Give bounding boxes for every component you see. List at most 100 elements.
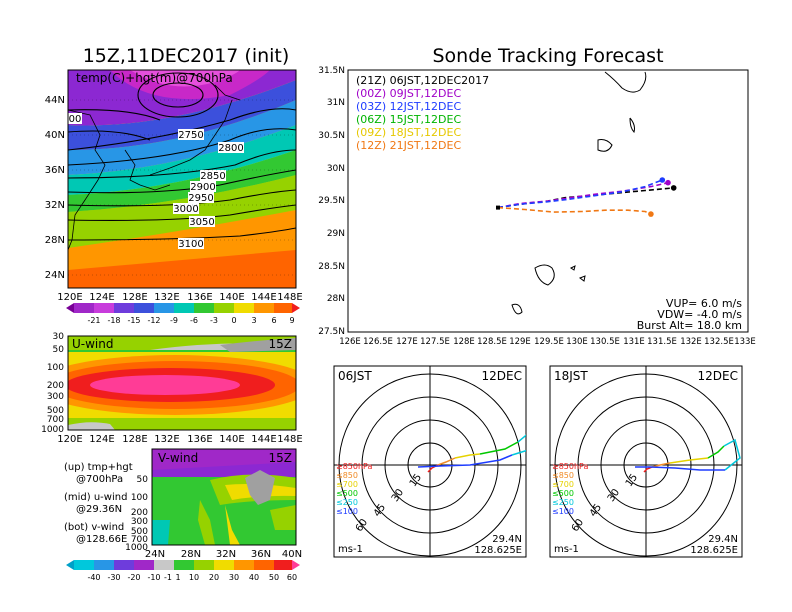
u-lon-tick: 144E: [251, 434, 276, 445]
param-vup: VUP= 6.0 m/s: [666, 297, 742, 310]
u-wind-title: U-wind: [72, 337, 113, 351]
colorbar-tick: 3: [251, 316, 256, 325]
colorbar-tick: 0: [231, 316, 236, 325]
u-level-labels: 30 50 100 200 300 500 700 1000: [41, 332, 64, 435]
hodo-unit: ms-1: [338, 544, 363, 555]
hodo-time: 06JST: [338, 369, 372, 383]
map-lon-tick: 128E: [122, 292, 147, 303]
launch-point: [496, 205, 500, 210]
map-lon-tick: 140E: [219, 292, 244, 303]
v-lat-tick: 28N: [181, 549, 201, 560]
hodo-lat: 29.4N: [492, 534, 522, 545]
hodo-level: ≤100: [552, 507, 574, 516]
colorbar-tick: -6: [190, 316, 198, 325]
map-lat-tick: 44N: [45, 95, 65, 106]
wind-colorbar-tick: 10: [189, 573, 199, 582]
legend-item: (12Z) 21JST,12DEC: [356, 139, 461, 152]
track-lon-tick: 129.5E: [534, 337, 564, 347]
hodo-level: ≤500: [336, 489, 358, 498]
hodo-level: ≤500: [552, 489, 574, 498]
map-lat-tick: 24N: [45, 270, 65, 281]
hodo-date: 12DEC: [698, 369, 738, 383]
wind-colorbar-tick: -10: [147, 573, 160, 582]
legend-item: (00Z) 09JST,12DEC: [356, 87, 461, 100]
track-end-point: [670, 185, 677, 191]
track-lat-tick: 29.5N: [318, 196, 345, 206]
map-lon-tick: 136E: [187, 292, 212, 303]
note-mid: (mid) u-wind: [64, 492, 127, 503]
v-level-tick: 300: [131, 517, 148, 527]
legend-item: (06Z) 15JST,12DEC: [356, 113, 461, 126]
u-lon-labels: 120E 124E 128E 132E 136E 140E 144E 148E: [57, 434, 302, 445]
map-lon-tick: 148E: [277, 292, 302, 303]
hodo-unit: ms-1: [554, 544, 579, 555]
wind-colorbar-tick: -20: [127, 573, 140, 582]
hodo-lon: 128.625E: [690, 545, 738, 556]
wind-colorbar-tick: -40: [87, 573, 100, 582]
v-level-tick: 500: [131, 527, 148, 537]
colorbar-tick: 6: [271, 316, 276, 325]
note-bot-lon: @128.66E: [76, 534, 127, 545]
u-level-tick: 100: [47, 363, 64, 373]
colorbar-tick: -15: [127, 316, 140, 325]
u-lon-tick: 128E: [122, 434, 147, 445]
hodograph-18jst: 18JST 12DEC 15 30 45 60 ms-1 29.4N 128.6…: [549, 365, 743, 558]
map-lon-labels: 120E 124E 128E 132E 136E 140E 144E 148E: [57, 292, 302, 303]
track-lon-tick: 127E: [396, 337, 418, 347]
wind-colorbar: -40 -30 -20 -10 -1 1 10 20 30 40 50 60: [66, 560, 300, 582]
v-lat-tick: 24N: [145, 549, 165, 560]
map-lon-tick: 144E: [251, 292, 276, 303]
hodo-lat: 29.4N: [708, 534, 738, 545]
map-lat-labels: 44N 40N 36N 32N 28N 24N: [45, 95, 65, 281]
track-line: [497, 179, 663, 209]
v-lat-tick: 32N: [216, 549, 236, 560]
legend-item: (21Z) 06JST,12DEC2017: [356, 74, 489, 87]
track-lon-tick: 126.5E: [363, 337, 393, 347]
track-coastlines: [511, 71, 647, 315]
track-lon-labels: 126E 126.5E 127E 127.5E 128E 128.5E 129E…: [339, 337, 756, 347]
hodo-level: ≤700: [552, 480, 574, 489]
track-lat-labels: 31.5N 31N 30.5N 30N 29.5N 29N 28.5N 28N …: [318, 66, 345, 337]
hodo-date: 12DEC: [482, 369, 522, 383]
track-lat-tick: 29N: [327, 229, 345, 239]
map-lon-tick: 120E: [57, 292, 82, 303]
wind-colorbar-tick: -1: [164, 573, 172, 582]
v-wind-time: 15Z: [269, 451, 293, 465]
temperature-map: 2750 2800 2850 2900 2950 3000 3050 3100 …: [68, 70, 296, 288]
u-level-tick: 50: [53, 345, 65, 355]
track-lon-tick: 126E: [339, 337, 361, 347]
note-mid-lat: @29.36N: [76, 504, 122, 515]
track-lat-tick: 31.5N: [318, 66, 345, 76]
track-lat-tick: 31N: [327, 98, 345, 108]
track-lon-tick: 129E: [509, 337, 531, 347]
u-lon-tick: 120E: [57, 434, 82, 445]
note-up: (up) tmp+hgt: [64, 462, 133, 473]
contour-label: 2900: [190, 182, 215, 193]
u-lon-tick: 136E: [187, 434, 212, 445]
hodo-level: ≤250: [552, 498, 574, 507]
v-level-tick: 200: [131, 508, 148, 518]
track-lat-tick: 27.5N: [318, 327, 345, 337]
v-wind-title: V-wind: [158, 451, 198, 465]
hodo-level: ≤250: [336, 498, 358, 507]
map-lat-tick: 28N: [45, 235, 65, 246]
param-burst: Burst Alt= 18.0 km: [637, 319, 742, 332]
v-level-tick: 1000: [125, 543, 148, 553]
v-wind-section: [152, 449, 296, 545]
colorbar-tick: -12: [147, 316, 160, 325]
track-lon-tick: 132E: [680, 337, 702, 347]
track-lines: [496, 177, 677, 217]
contour-label: 3050: [189, 217, 214, 228]
v-level-tick: 50: [137, 475, 149, 485]
track-lon-tick: 128E: [453, 337, 475, 347]
u-lon-tick: 140E: [219, 434, 244, 445]
temperature-colorbar: -21 -18 -15 -12 -9 -6 -3 0 3 6 9: [66, 303, 300, 325]
contour-label: 2950: [188, 193, 213, 204]
legend-item: (09Z) 18JST,12DEC: [356, 126, 461, 139]
u-wind-time: 15Z: [269, 337, 293, 351]
track-legend: (21Z) 06JST,12DEC2017 (00Z) 09JST,12DEC …: [356, 74, 489, 152]
note-bot: (bot) v-wind: [64, 522, 124, 533]
colorbar-tick: -21: [87, 316, 100, 325]
u-lon-tick: 132E: [154, 434, 179, 445]
